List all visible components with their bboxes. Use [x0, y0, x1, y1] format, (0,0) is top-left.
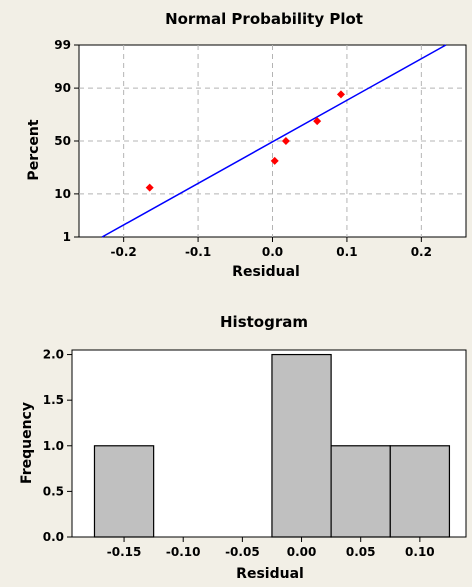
- npp-x-tick-label: -0.2: [111, 245, 137, 259]
- hist-x-tick-label: -0.15: [107, 545, 142, 559]
- npp-data-point: [270, 156, 279, 165]
- hist-bar: [93, 445, 155, 538]
- hist-y-ticks: 0.0 0.5 1.0 1.5 2.0: [43, 348, 72, 544]
- hist-x-axis-label: Residual: [236, 566, 304, 582]
- npp-y-axis-label: Percent: [26, 119, 42, 180]
- hist-y-tick-label: 1.0: [43, 439, 64, 453]
- hist-x-tick-label: 0.00: [287, 545, 317, 559]
- hist-x-tick-label: 0.05: [346, 545, 376, 559]
- npp-data-point: [145, 183, 154, 192]
- hist-y-tick-label: 2.0: [43, 348, 64, 362]
- npp-x-axis-label: Residual: [232, 264, 300, 280]
- npp-title: Normal Probability Plot: [165, 10, 363, 28]
- npp-x-ticks: -0.2 -0.1 0.0 0.1 0.2: [111, 237, 432, 259]
- npp-x-tick-label: -0.1: [185, 245, 211, 259]
- npp-y-tick-label: 99: [54, 38, 71, 52]
- hist-title: Histogram: [220, 313, 308, 331]
- npp-data-point: [313, 117, 322, 126]
- npp-y-tick-label: 10: [54, 187, 71, 201]
- npp-grid: [79, 45, 466, 237]
- npp-data-point: [281, 137, 290, 145]
- hist-y-tick-label: 1.5: [43, 393, 64, 407]
- npp-data-point: [336, 90, 345, 99]
- npp-x-tick-label: 0.0: [262, 245, 283, 259]
- hist-x-ticks: -0.15 -0.10 -0.05 0.00 0.05 0.10: [107, 537, 435, 559]
- hist-x-tick-label: 0.10: [405, 545, 435, 559]
- histogram: Histogram -0.15 -0.10 -0.05 0.00 0.05 0.10 0.…: [19, 313, 467, 582]
- npp-x-tick-label: 0.1: [336, 245, 357, 259]
- hist-bar: [389, 445, 451, 538]
- hist-y-tick-label: 0.5: [43, 484, 64, 498]
- npp-y-tick-label: 90: [54, 81, 71, 95]
- npp-y-ticks: 1 10 50 90 99: [54, 38, 79, 244]
- npp-y-tick-label: 50: [54, 134, 71, 148]
- hist-y-axis-label: Frequency: [19, 402, 35, 484]
- hist-x-tick-label: -0.05: [225, 545, 260, 559]
- hist-bar: [271, 353, 332, 538]
- hist-y-tick-label: 0.0: [43, 530, 64, 544]
- npp-y-tick-label: 1: [63, 230, 71, 244]
- npp-fit-line: [101, 44, 447, 238]
- normal-probability-plot: Normal Probability Plot -0.2 -0.1 0.0 0.1 0.…: [26, 10, 467, 280]
- hist-bar: [330, 445, 391, 538]
- hist-bars: [93, 353, 451, 538]
- npp-x-tick-label: 0.2: [411, 245, 432, 259]
- hist-x-tick-label: -0.10: [166, 545, 201, 559]
- npp-points: [145, 90, 345, 192]
